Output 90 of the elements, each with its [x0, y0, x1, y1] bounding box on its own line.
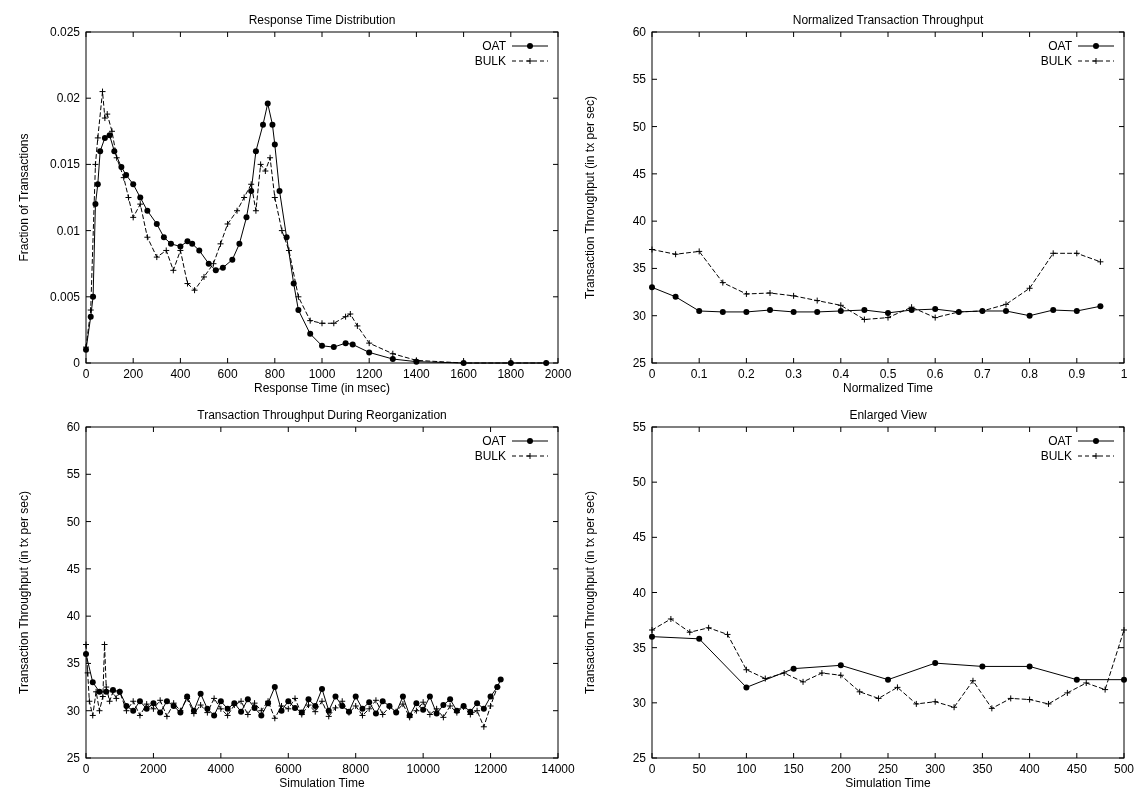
- y-tick-label: 50: [632, 475, 647, 490]
- x-tick-label: 12000: [473, 762, 508, 776]
- y-tick-label: 0.015: [49, 157, 81, 172]
- y-tick-label: 0.02: [56, 91, 81, 106]
- x-tick-label: 800: [264, 367, 286, 381]
- x-tick-label: 0.6: [926, 367, 944, 381]
- y-tick-label: 25: [66, 751, 81, 765]
- x-tick-label: 8000: [342, 762, 370, 776]
- x-tick-label: 0.8: [1021, 367, 1039, 381]
- legend-label: OAT: [1048, 39, 1073, 53]
- x-tick-label: 0.7: [974, 367, 992, 381]
- x-tick-label: 350: [972, 762, 993, 776]
- x-tick-label: 200: [830, 762, 852, 776]
- x-tick-label: 2000: [140, 762, 168, 776]
- chart-title: Enlarged View: [849, 408, 927, 422]
- legend-label: OAT: [1048, 434, 1073, 448]
- x-tick-label: 0.9: [1068, 367, 1086, 381]
- legend-label: OAT: [482, 434, 507, 448]
- x-axis-title: Response Time (in msec): [253, 381, 391, 395]
- y-tick-label: 35: [632, 261, 647, 276]
- x-tick-label: 400: [170, 367, 191, 381]
- y-tick-label: 55: [632, 420, 647, 434]
- x-tick-label: 1400: [403, 367, 431, 381]
- y-tick-label: 60: [66, 420, 81, 434]
- x-tick-label: 1600: [450, 367, 478, 381]
- y-tick-label: 35: [66, 656, 81, 671]
- x-tick-label: 4000: [207, 762, 235, 776]
- y-axis-title: Fraction of Transactions: [17, 133, 31, 262]
- y-tick-label: 0: [73, 356, 81, 370]
- legend-label: BULK: [1040, 54, 1072, 68]
- y-tick-label: 30: [632, 695, 647, 710]
- x-axis-title: Normalized Time: [842, 381, 934, 395]
- y-tick-label: 50: [632, 119, 647, 134]
- x-tick-label: 1000: [308, 367, 336, 381]
- y-tick-label: 50: [66, 514, 81, 529]
- x-tick-label: 0.1: [690, 367, 708, 381]
- legend-label: BULK: [1040, 449, 1072, 463]
- y-tick-label: 55: [632, 72, 647, 87]
- x-tick-label: 150: [783, 762, 804, 776]
- x-tick-label: 0: [82, 367, 90, 381]
- y-axis-title: Transaction Throughput (in tx per sec): [17, 491, 31, 694]
- y-tick-label: 40: [66, 609, 81, 624]
- x-tick-label: 2000: [544, 367, 572, 381]
- chart-title: Transaction Throughput During Reorganization: [197, 408, 447, 422]
- x-tick-label: 1800: [497, 367, 525, 381]
- y-axis-title: Transaction Throughput (in tx per sec): [583, 491, 597, 694]
- y-tick-label: 55: [66, 467, 81, 482]
- x-tick-label: 6000: [274, 762, 302, 776]
- x-tick-label: 10000: [406, 762, 441, 776]
- x-tick-label: 450: [1066, 762, 1088, 776]
- x-tick-label: 100: [736, 762, 757, 776]
- y-tick-label: 0.01: [56, 223, 81, 238]
- y-tick-label: 45: [632, 530, 647, 545]
- y-tick-label: 0.005: [49, 289, 81, 304]
- x-tick-label: 0.3: [785, 367, 803, 381]
- y-tick-label: 0.025: [49, 25, 81, 39]
- y-tick-label: 40: [632, 585, 647, 600]
- y-tick-label: 30: [66, 703, 81, 718]
- legend-label: BULK: [474, 54, 506, 68]
- x-tick-label: 1: [1120, 367, 1128, 381]
- legend-label: OAT: [482, 39, 507, 53]
- x-tick-label: 0.5: [879, 367, 897, 381]
- y-tick-label: 25: [632, 356, 647, 370]
- legend-label: BULK: [474, 449, 506, 463]
- x-tick-label: 0.4: [832, 367, 850, 381]
- x-tick-label: 600: [217, 367, 238, 381]
- y-tick-label: 30: [632, 308, 647, 323]
- y-tick-label: 40: [632, 214, 647, 229]
- x-tick-label: 0: [82, 762, 90, 776]
- x-tick-label: 250: [877, 762, 899, 776]
- x-tick-label: 400: [1019, 762, 1040, 776]
- chart-title: Normalized Transaction Throughput: [792, 13, 984, 27]
- x-tick-label: 300: [925, 762, 946, 776]
- x-tick-label: 50: [692, 762, 707, 776]
- x-tick-label: 500: [1113, 762, 1135, 776]
- y-axis-title: Transaction Throughput (in tx per sec): [583, 96, 597, 299]
- y-tick-label: 45: [66, 561, 81, 576]
- y-tick-label: 35: [632, 640, 647, 655]
- y-tick-label: 45: [632, 166, 647, 181]
- x-axis-title: Simulation Time: [279, 776, 365, 790]
- x-tick-label: 200: [123, 367, 144, 381]
- y-tick-label: 25: [632, 751, 647, 765]
- x-tick-label: 0: [648, 762, 656, 776]
- x-axis-title: Simulation Time: [845, 776, 931, 790]
- chart-title: Response Time Distribution: [248, 13, 396, 27]
- x-tick-label: 1200: [355, 367, 383, 381]
- y-tick-label: 60: [632, 25, 647, 39]
- x-tick-label: 0.2: [738, 367, 756, 381]
- x-tick-label: 14000: [541, 762, 576, 776]
- x-tick-label: 0: [648, 367, 656, 381]
